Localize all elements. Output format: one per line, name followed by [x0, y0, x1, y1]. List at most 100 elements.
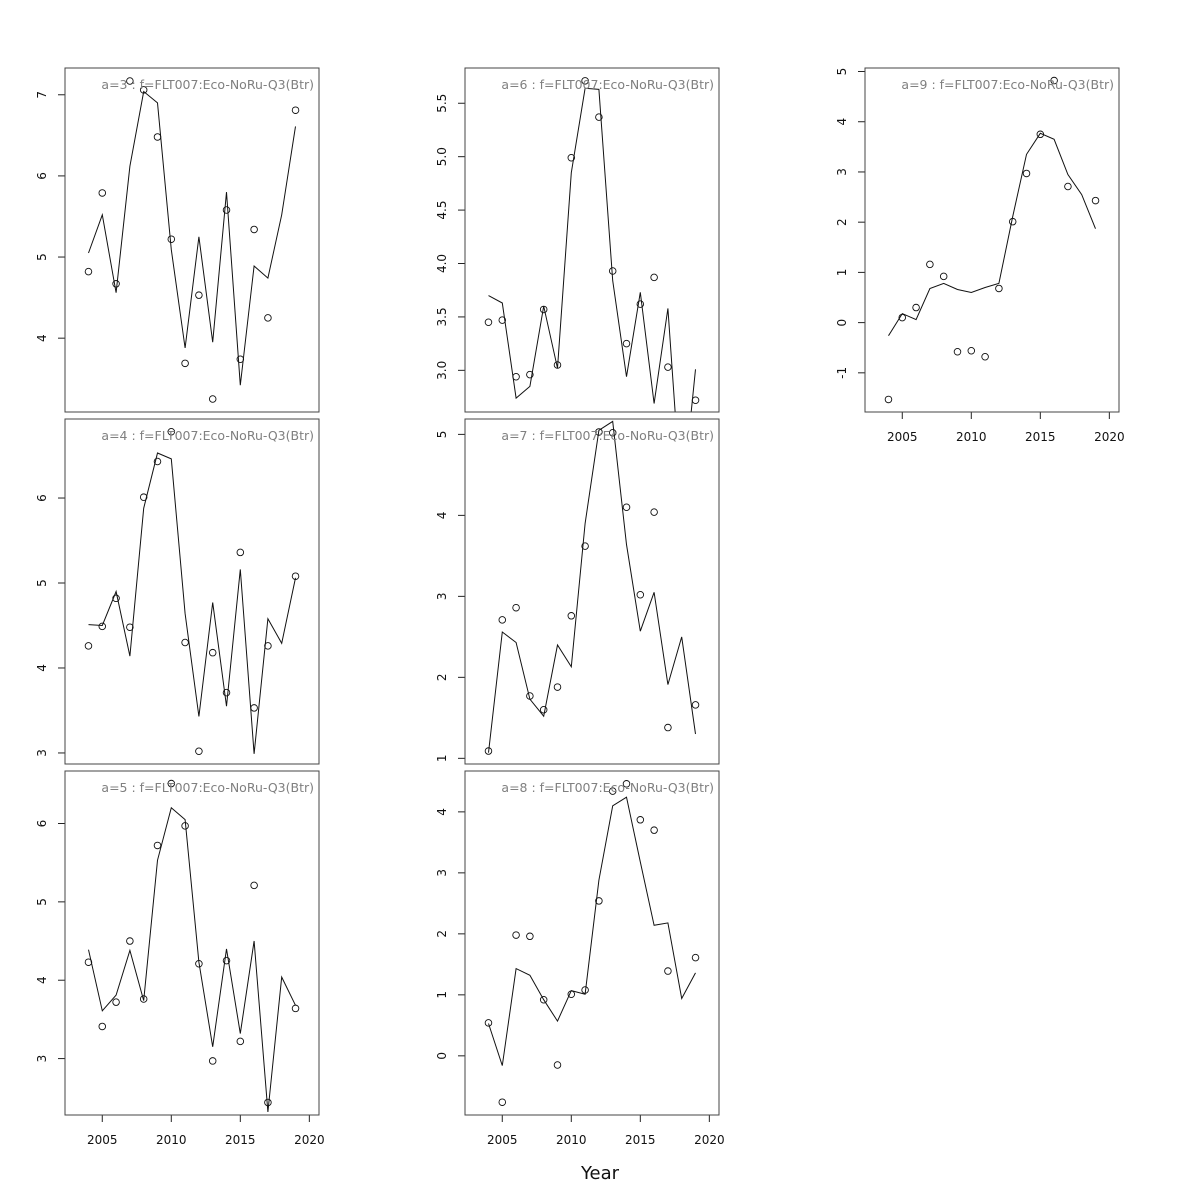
panel-frame — [464, 418, 720, 765]
data-point — [650, 826, 658, 834]
data-point — [595, 428, 603, 436]
data-point — [195, 291, 203, 299]
panel-3: 3.0 3.5 4.0 4.5 5.0 5.5 a=6 : f=FLT007:Eco-NoR… — [435, 67, 720, 413]
y-tick-label: 4 — [435, 512, 449, 520]
data-point — [650, 273, 658, 282]
data-point — [967, 346, 976, 355]
data-point — [691, 396, 700, 404]
y-tick-label: 5 — [35, 898, 49, 906]
data-point — [581, 986, 589, 994]
y-tick-label: 6 — [35, 494, 49, 502]
fitted-line — [888, 132, 1096, 336]
data-point — [691, 953, 700, 962]
data-point — [526, 692, 534, 700]
data-point — [484, 747, 493, 755]
y-tick-label: 3 — [35, 749, 49, 757]
data-point — [539, 305, 548, 314]
y-tick-label: 1 — [835, 269, 849, 277]
panel-title: a=8 : f=FLT007:Eco-NoRu-Q3(Btr) — [501, 780, 714, 795]
panel-2: 3 4 5 6 2005 2010 2015 2020 a=5 : f=FLT007:Eco-N… — [35, 770, 325, 1147]
y-tick-label: 4.5 — [435, 201, 449, 220]
data-point — [236, 1037, 245, 1046]
data-point — [1008, 217, 1017, 226]
data-point — [498, 316, 507, 324]
panel-0: 4 5 6 7 a=3 : f=FLT007:Eco-NoRu-Q3(Btr) — [35, 67, 320, 413]
y-tick-label: 3 — [435, 593, 449, 601]
data-point — [664, 363, 672, 371]
data-point — [595, 897, 603, 905]
y-tick-label: 4.0 — [435, 254, 449, 273]
data-point — [208, 395, 217, 403]
data-point — [264, 314, 272, 322]
fitted-line — [488, 420, 696, 753]
data-point — [291, 572, 300, 580]
data-point — [512, 372, 520, 381]
y-tick-label: 5.5 — [435, 94, 449, 113]
panel-frame — [64, 418, 320, 765]
y-tick-label: 5.0 — [435, 147, 449, 166]
y-tick-label: 3 — [835, 168, 849, 176]
data-point — [498, 1098, 507, 1106]
data-point — [222, 688, 231, 697]
y-tick-label: 6 — [35, 820, 49, 828]
data-point — [581, 542, 589, 550]
panel-title: a=6 : f=FLT007:Eco-NoRu-Q3(Btr) — [501, 77, 714, 92]
panel-frame — [64, 67, 320, 413]
x-tick-label: 2005 — [887, 430, 918, 444]
y-tick-label: 7 — [35, 91, 49, 99]
x-tick-label: 2005 — [87, 1133, 118, 1147]
x-tick-label: 2010 — [156, 1133, 187, 1147]
data-point — [898, 313, 907, 322]
data-point — [484, 318, 493, 327]
fitted-line — [88, 806, 296, 1112]
panel-frame — [464, 770, 720, 1116]
data-point — [608, 267, 617, 275]
y-tick-label: 0 — [835, 319, 849, 327]
data-point — [139, 493, 148, 501]
data-point — [553, 683, 562, 691]
data-point — [236, 548, 245, 557]
data-point — [553, 1061, 562, 1069]
data-point — [181, 359, 189, 368]
data-point — [112, 280, 120, 288]
data-point — [250, 225, 258, 234]
data-point — [126, 77, 134, 85]
y-tick-label: 3 — [435, 869, 449, 877]
data-point — [222, 956, 231, 965]
data-point — [208, 648, 217, 657]
data-point — [884, 395, 893, 404]
y-tick-label: 1 — [435, 991, 449, 999]
data-point — [581, 77, 589, 85]
data-point — [1064, 182, 1072, 191]
y-tick-label: 1 — [435, 755, 449, 763]
data-point — [195, 747, 203, 756]
data-point — [84, 642, 93, 650]
panel-frame — [64, 770, 320, 1116]
y-tick-label: 4 — [835, 118, 849, 126]
x-tick-label: 2010 — [556, 1133, 587, 1147]
y-tick-label: 4 — [435, 808, 449, 816]
data-point — [84, 958, 93, 966]
data-point — [553, 361, 562, 369]
y-tick-label: 3.0 — [435, 361, 449, 380]
x-tick-label: 2020 — [694, 1133, 725, 1147]
x-tick-label: 2020 — [1094, 430, 1125, 444]
fitted-line — [488, 796, 696, 1066]
data-point — [291, 106, 300, 114]
y-tick-label: 0 — [435, 1052, 449, 1060]
data-point — [167, 235, 176, 243]
data-point — [264, 1098, 272, 1107]
data-point — [264, 642, 272, 650]
fitted-line — [488, 87, 696, 412]
y-tick-label: 3.5 — [435, 307, 449, 326]
data-point — [1036, 130, 1045, 139]
panel-frame — [464, 67, 720, 413]
data-point — [664, 723, 672, 732]
panel-1: 3 4 5 6 a=4 : f=FLT007:Eco-NoRu-Q3(Btr) — [35, 418, 320, 765]
data-point — [98, 1022, 107, 1031]
data-point — [981, 353, 989, 361]
data-point — [567, 612, 576, 620]
data-point — [167, 427, 176, 436]
data-point — [112, 998, 120, 1006]
x-axis-label: Year — [580, 1163, 620, 1184]
